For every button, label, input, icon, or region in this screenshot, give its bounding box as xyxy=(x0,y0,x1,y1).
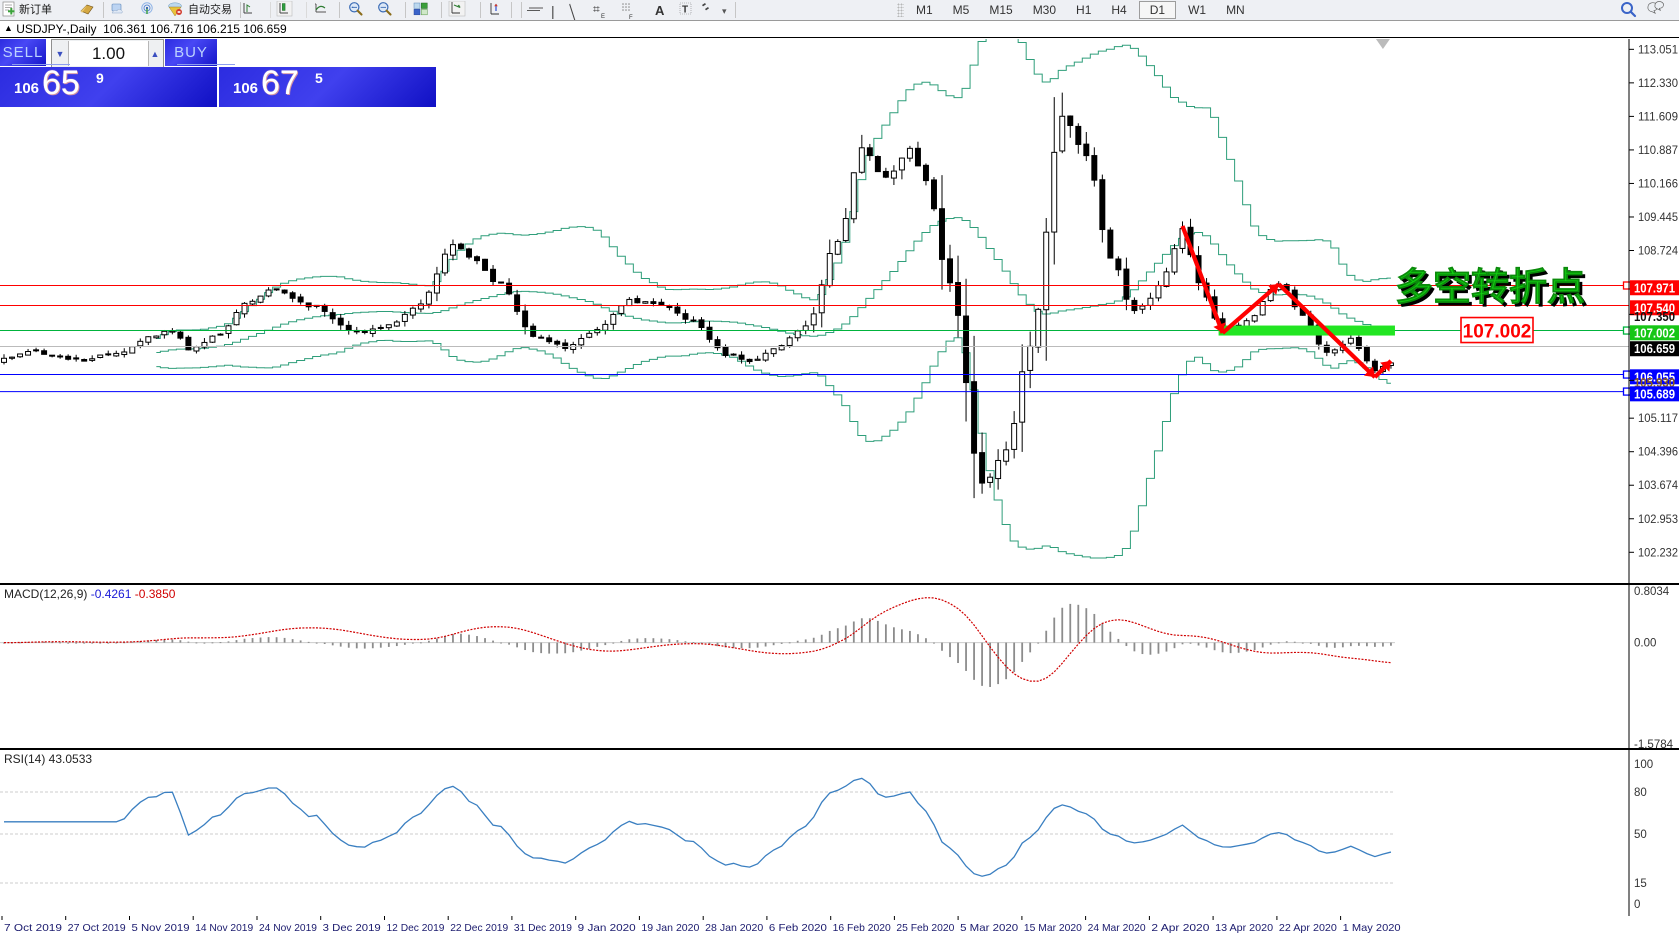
svg-text:╱: ╱ xyxy=(563,2,582,19)
svg-text:—: — xyxy=(527,2,540,17)
svg-text:0.00: 0.00 xyxy=(1634,638,1656,650)
svg-text:3 Dec 2019: 3 Dec 2019 xyxy=(323,923,381,934)
svg-text:A: A xyxy=(655,3,665,18)
svg-text:22 Apr 2020: 22 Apr 2020 xyxy=(1279,923,1337,934)
svg-text:31 Dec 2019: 31 Dec 2019 xyxy=(514,923,572,934)
svg-text:102.953: 102.953 xyxy=(1638,512,1678,526)
svg-text:19 Jan 2020: 19 Jan 2020 xyxy=(641,923,699,934)
svg-text:111.609: 111.609 xyxy=(1638,109,1678,123)
svg-text:E: E xyxy=(601,14,605,20)
svg-text:27 Oct 2019: 27 Oct 2019 xyxy=(68,923,126,934)
svg-text:7 Oct 2019: 7 Oct 2019 xyxy=(4,923,62,934)
svg-text:22 Dec 2019: 22 Dec 2019 xyxy=(450,923,508,934)
svg-text:▾: ▾ xyxy=(722,6,727,16)
svg-text:110.166: 110.166 xyxy=(1638,176,1678,190)
svg-text:110.887: 110.887 xyxy=(1638,143,1678,157)
svg-text:104.396: 104.396 xyxy=(1638,445,1678,459)
svg-text:28 Jan 2020: 28 Jan 2020 xyxy=(705,923,763,934)
svg-text:自动交易: 自动交易 xyxy=(188,2,232,16)
svg-text:100: 100 xyxy=(1634,759,1653,771)
svg-text:107.971: 107.971 xyxy=(1634,281,1675,295)
svg-text:24 Mar 2020: 24 Mar 2020 xyxy=(1088,923,1146,934)
svg-text:5 Mar 2020: 5 Mar 2020 xyxy=(960,923,1018,934)
svg-text:1 May 2020: 1 May 2020 xyxy=(1343,923,1401,934)
svg-text:5 Nov 2019: 5 Nov 2019 xyxy=(132,923,190,934)
svg-text:15 Mar 2020: 15 Mar 2020 xyxy=(1024,923,1082,934)
svg-text:6 Feb 2020: 6 Feb 2020 xyxy=(769,923,827,934)
svg-text:103.674: 103.674 xyxy=(1638,478,1678,492)
svg-text:|: | xyxy=(551,3,555,19)
svg-text:80: 80 xyxy=(1634,787,1647,799)
svg-text:13 Apr 2020: 13 Apr 2020 xyxy=(1215,923,1273,934)
svg-text:113.051: 113.051 xyxy=(1638,42,1678,56)
svg-text:106.659: 106.659 xyxy=(1634,342,1675,356)
svg-text:14 Nov 2019: 14 Nov 2019 xyxy=(195,923,253,934)
svg-text:0.8034: 0.8034 xyxy=(1634,586,1670,598)
svg-text:2 Apr 2020: 2 Apr 2020 xyxy=(1151,923,1209,934)
svg-text:0: 0 xyxy=(1634,899,1640,911)
svg-text:109.445: 109.445 xyxy=(1638,210,1678,224)
svg-text:新订单: 新订单 xyxy=(19,2,52,16)
svg-text:25 Feb 2020: 25 Feb 2020 xyxy=(896,923,954,934)
svg-text:12 Dec 2019: 12 Dec 2019 xyxy=(387,923,445,934)
svg-text:T: T xyxy=(682,4,688,15)
svg-text:108.724: 108.724 xyxy=(1638,244,1678,258)
svg-text:15: 15 xyxy=(1634,878,1647,890)
svg-text:105.689: 105.689 xyxy=(1634,387,1675,401)
svg-text:16 Feb 2020: 16 Feb 2020 xyxy=(833,923,891,934)
svg-text:9 Jan 2020: 9 Jan 2020 xyxy=(578,923,636,934)
svg-text:⌗: ⌗ xyxy=(593,2,600,16)
svg-text:107.350: 107.350 xyxy=(1634,310,1675,324)
svg-text:102.232: 102.232 xyxy=(1638,545,1678,559)
svg-text:F: F xyxy=(629,15,633,20)
svg-text:105.117: 105.117 xyxy=(1638,411,1678,425)
svg-text:107.002: 107.002 xyxy=(1634,326,1675,340)
svg-text:50: 50 xyxy=(1634,829,1647,841)
svg-text:112.330: 112.330 xyxy=(1638,76,1678,90)
svg-text:24 Nov 2019: 24 Nov 2019 xyxy=(259,923,317,934)
